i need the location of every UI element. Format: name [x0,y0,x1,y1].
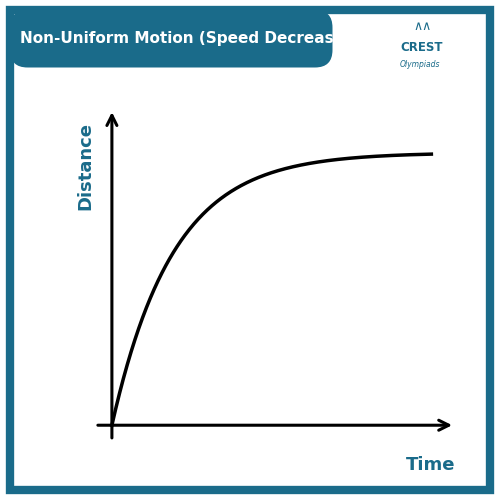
Text: CREST: CREST [400,41,442,54]
Text: ∧∧: ∧∧ [414,20,432,32]
Text: Olympiads: Olympiads [400,60,440,69]
Text: Non-Uniform Motion (Speed Decrease): Non-Uniform Motion (Speed Decrease) [20,31,351,46]
Text: Distance: Distance [76,122,94,210]
Text: Time: Time [406,456,455,474]
FancyBboxPatch shape [10,10,332,68]
